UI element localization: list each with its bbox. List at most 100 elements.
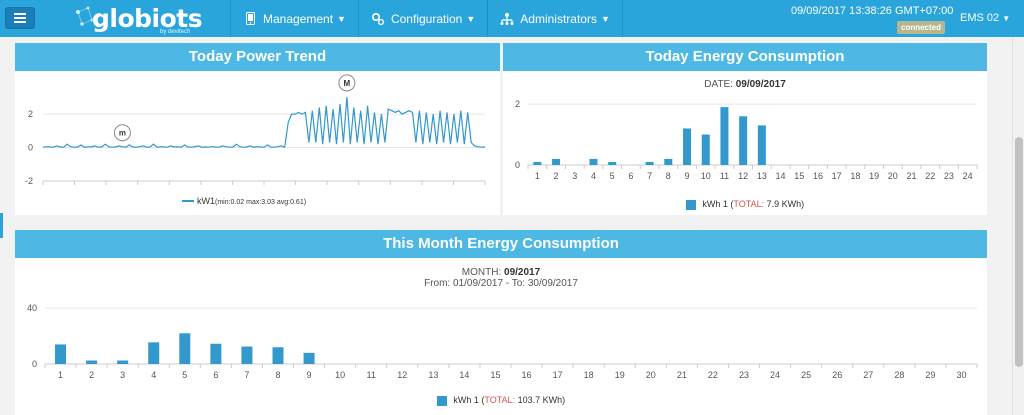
x-tick-label: 20: [888, 171, 898, 181]
chevron-down-icon: ▼: [600, 13, 610, 24]
y-tick-label: 0: [28, 143, 33, 153]
y-tick-label: 2: [515, 99, 520, 109]
main-nav: Management ▼ Configuration ▼ Administrat…: [230, 0, 623, 37]
today-energy-legend[interactable]: kWh 1 (TOTAL: 7.9 KWh): [503, 199, 987, 210]
x-tick-label: 25: [801, 370, 811, 380]
x-tick-label: 17: [553, 370, 563, 380]
logo[interactable]: globiots by devitech: [72, 4, 203, 35]
month-energy-legend[interactable]: kWh 1 (TOTAL: 103.7 KWh): [15, 395, 987, 406]
x-tick-label: 1: [58, 370, 63, 380]
bar-3: [117, 360, 129, 364]
bar-5: [179, 333, 191, 364]
bar-12: [739, 116, 748, 165]
x-tick-label: 17: [832, 171, 842, 181]
nav-administrators[interactable]: Administrators ▼: [487, 0, 623, 37]
x-tick-label: 12: [738, 171, 748, 181]
month-range: From: 01/09/2017 - To: 30/09/2017: [424, 278, 578, 289]
today-energy-title: Today Energy Consumption: [503, 43, 987, 71]
sidebar-edge[interactable]: [0, 213, 3, 238]
x-tick-label: 27: [863, 370, 873, 380]
x-tick-label: 2: [89, 370, 94, 380]
x-tick-label: 10: [701, 171, 711, 181]
x-tick-label: 22: [708, 370, 718, 380]
x-tick-label: 14: [459, 370, 469, 380]
x-tick-label: 8: [666, 171, 671, 181]
total-value: 7.9 KWh: [766, 199, 802, 209]
chevron-down-icon: ▼: [1002, 14, 1011, 23]
y-tick-label: 2: [28, 109, 33, 119]
energy-date-value: 09/09/2017: [735, 79, 786, 90]
x-tick-label: 19: [615, 370, 625, 380]
chevron-down-icon: ▼: [337, 13, 346, 24]
y-tick-label: -2: [25, 176, 33, 186]
x-tick-label: 2: [554, 171, 559, 181]
x-tick-label: 15: [490, 370, 500, 380]
month-energy-title: This Month Energy Consumption: [15, 230, 987, 258]
total-label: TOTAL:: [484, 395, 516, 405]
hamburger-menu-button[interactable]: [5, 7, 35, 29]
bar-9: [683, 128, 692, 165]
bar-1: [55, 344, 67, 364]
page-scrollbar[interactable]: [1012, 37, 1024, 415]
min-marker-label: m: [119, 129, 126, 138]
power-trend-chart: -2 0 2 Mm kW1 (min:0.02 max:3.03 avg:0.61): [25, 74, 486, 206]
month-info: MONTH: 09/2017: [15, 267, 987, 278]
x-tick-label: 24: [770, 370, 780, 380]
x-tick-label: 19: [869, 171, 879, 181]
legend-label: kWh 1: [702, 199, 728, 209]
nav-configuration[interactable]: Configuration ▼: [357, 0, 487, 37]
total-value: 103.7 KWh: [517, 395, 563, 405]
bar-13: [757, 125, 766, 165]
month-energy-panel: This Month Energy Consumption MONTH: 09/…: [15, 230, 987, 415]
bar-7: [645, 161, 654, 165]
sitemap-icon: [500, 12, 514, 26]
scrollbar-thumb[interactable]: [1015, 137, 1023, 367]
bar-10: [701, 134, 710, 165]
x-tick-label: 9: [307, 370, 312, 380]
connection-status-badge: connected: [897, 21, 946, 34]
x-tick-label: 20: [646, 370, 656, 380]
x-tick-label: 15: [794, 171, 804, 181]
device-selector-label: EMS 02: [960, 12, 1000, 24]
max-marker: [338, 74, 356, 92]
x-tick-label: 8: [275, 370, 280, 380]
x-tick-label: 30: [956, 370, 966, 380]
x-tick-label: 21: [907, 171, 917, 181]
bar-7: [241, 346, 253, 364]
y-tick-label: 0: [32, 359, 37, 369]
min-marker: [113, 124, 131, 142]
x-tick-label: 7: [647, 171, 652, 181]
logo-network-icon: [76, 6, 94, 26]
legend-swatch: [436, 395, 447, 406]
nav-configuration-label: Configuration: [390, 11, 463, 26]
mobile-icon: [243, 12, 257, 26]
x-tick-label: 9: [685, 171, 690, 181]
x-tick-label: 13: [757, 171, 767, 181]
bar-5: [608, 161, 617, 165]
device-selector[interactable]: EMS 02 ▼: [960, 12, 1010, 24]
x-tick-label: 18: [850, 171, 860, 181]
x-tick-label: 13: [428, 370, 438, 380]
x-tick-label: 29: [925, 370, 935, 380]
nav-management[interactable]: Management ▼: [230, 0, 358, 37]
energy-date: DATE: 09/09/2017: [503, 79, 987, 90]
x-tick-label: 22: [925, 171, 935, 181]
x-tick-label: 6: [213, 370, 218, 380]
x-tick-label: 23: [944, 171, 954, 181]
today-energy-chart: 021 2 3 4 5 6 7 8 9 10 11 12 13 14 15 16 17 18 19 20 21 22 23 2…: [515, 99, 978, 181]
y-tick-label: 40: [27, 303, 37, 313]
series-line-kw1: [42, 96, 486, 149]
month-value: 09/2017: [504, 267, 541, 278]
x-tick-label: 1: [535, 171, 540, 181]
bar-2: [86, 360, 98, 364]
y-tick-label: 0: [515, 160, 520, 170]
today-energy-panel: Today Energy Consumption DATE: 09/09/201…: [503, 43, 987, 215]
x-tick-label: 5: [610, 171, 615, 181]
bar-8: [272, 347, 284, 364]
x-tick-label: 3: [572, 171, 577, 181]
menu-icon: [14, 13, 26, 23]
bar-6: [210, 343, 222, 364]
month-label: MONTH:: [461, 267, 502, 278]
